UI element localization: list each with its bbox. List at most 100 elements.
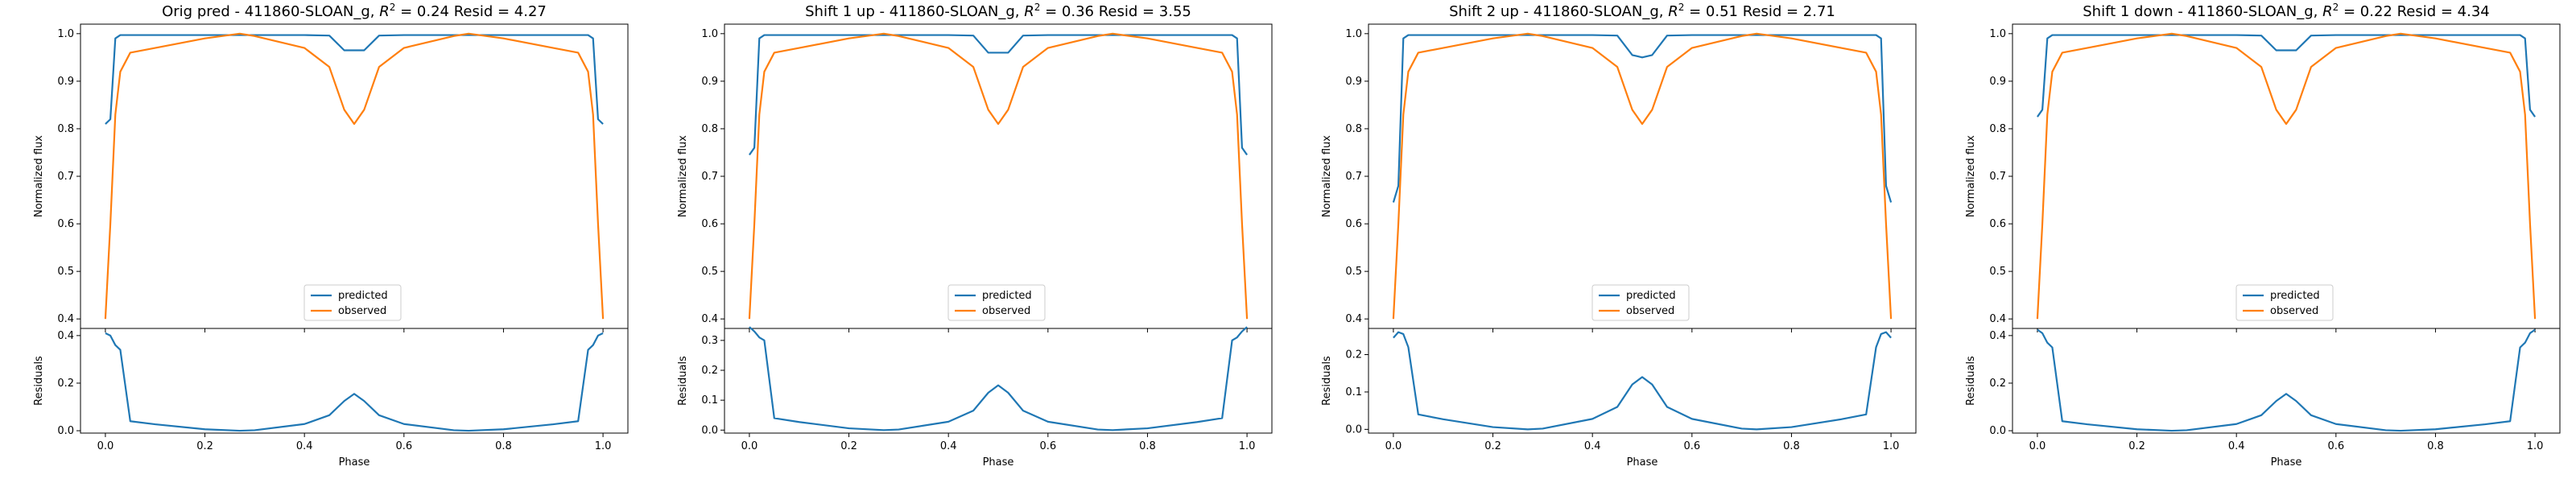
series-line-predicted xyxy=(749,34,1248,156)
flux-ytick-label: 0.4 xyxy=(1989,313,2006,325)
title-resid: Resid = 4.27 xyxy=(449,3,547,20)
chart-title: Orig pred - 411860-SLOAN_g, R2 = 0.24 Re… xyxy=(162,2,547,20)
residuals-xtick-label: 0.4 xyxy=(296,440,313,452)
legend-label-observed: observed xyxy=(982,305,1030,317)
flux-ytick-label: 0.8 xyxy=(701,123,718,135)
flux-ytick-label: 0.9 xyxy=(1345,76,1362,88)
legend: predicted observed xyxy=(1591,284,1690,321)
flux-ylabel: Normalized flux xyxy=(1321,135,1333,217)
series-line-observed xyxy=(104,32,605,320)
flux-ytick-label: 0.6 xyxy=(57,218,74,230)
flux-axes-frame xyxy=(80,23,629,329)
chart-title: Shift 2 up - 411860-SLOAN_g, R2 = 0.51 R… xyxy=(1449,2,1835,20)
chart-title: Shift 1 down - 411860-SLOAN_g, R2 = 0.22… xyxy=(2083,2,2490,20)
residuals-ytick-label: 0.0 xyxy=(57,425,74,437)
title-r2-symbol: R xyxy=(1024,3,1034,20)
residuals-xtick-label: 0.4 xyxy=(1584,440,1601,452)
residuals-xtick-label: 1.0 xyxy=(2527,440,2544,452)
residuals-xtick-label: 0.6 xyxy=(395,440,412,452)
residuals-xtick-label: 0.6 xyxy=(2327,440,2344,452)
legend-label-observed: observed xyxy=(338,305,386,317)
flux-ylabel: Normalized flux xyxy=(677,135,689,217)
title-prefix: Orig pred - 411860-SLOAN_g, xyxy=(162,3,379,20)
flux-ytick-label: 1.0 xyxy=(701,28,718,40)
title-r2-equals: = xyxy=(395,3,417,20)
title-resid: Resid = 4.34 xyxy=(2392,3,2490,20)
flux-ytick-label: 0.9 xyxy=(57,76,74,88)
residuals-axes-frame xyxy=(1368,328,1917,434)
residuals-xtick-label: 0.0 xyxy=(1385,440,1402,452)
residuals-xtick-label: 0.2 xyxy=(1484,440,1501,452)
residuals-axes: 0.0 0.2 0.4 0.0 0.2 0.4 0.6 0.8 1.0 Residuals Phas… xyxy=(33,328,629,469)
residuals-xtick-label: 1.0 xyxy=(1239,440,1256,452)
series-line-observed xyxy=(2036,32,2537,320)
legend-label-predicted: predicted xyxy=(338,290,388,302)
flux-ytick-label: 1.0 xyxy=(1345,28,1362,40)
title-r2-value: 0.22 xyxy=(2360,3,2392,20)
residuals-ytick-label: 0.0 xyxy=(1989,425,2006,437)
residuals-xtick-label: 0.8 xyxy=(2427,440,2444,452)
residuals-xlabel: Phase xyxy=(2271,456,2302,469)
residuals-axes: 0.0 0.1 0.2 0.0 0.2 0.4 0.6 0.8 1.0 Residuals Phas… xyxy=(1321,328,1917,469)
residuals-axes: 0.0 0.2 0.4 0.0 0.2 0.4 0.6 0.8 1.0 Residuals Phas… xyxy=(1965,328,2561,469)
residuals-xtick-label: 0.0 xyxy=(741,440,758,452)
flux-ytick-label: 0.8 xyxy=(1989,123,2006,135)
flux-ytick-label: 0.5 xyxy=(1345,266,1362,278)
residuals-axes: 0.0 0.1 0.2 0.3 0.0 0.2 0.4 0.6 0.8 1.0 Residuals P… xyxy=(677,326,1273,469)
residuals-xtick-label: 0.2 xyxy=(196,440,213,452)
legend-label-predicted: predicted xyxy=(2270,290,2320,302)
flux-axes: 0.4 0.5 0.6 0.7 0.8 0.9 1.0 Normalized flux pred… xyxy=(1321,23,1917,332)
title-prefix: Shift 2 up - 411860-SLOAN_g, xyxy=(1449,3,1668,20)
residuals-ytick-label: 0.0 xyxy=(1345,423,1362,436)
residuals-xtick-label: 0.6 xyxy=(1683,440,1700,452)
title-r2-superscript: 2 xyxy=(390,2,396,13)
residuals-ytick-label: 0.2 xyxy=(1989,378,2006,390)
title-r2-superscript: 2 xyxy=(1034,2,1041,13)
title-resid: Resid = 3.55 xyxy=(1094,3,1191,20)
residuals-xlabel: Phase xyxy=(339,456,370,469)
residuals-xtick-label: 0.0 xyxy=(2029,440,2046,452)
flux-ytick-label: 0.8 xyxy=(57,123,74,135)
flux-ytick-label: 0.6 xyxy=(1345,218,1362,230)
residuals-xtick-label: 1.0 xyxy=(1883,440,1900,452)
residuals-xtick-label: 0.6 xyxy=(1039,440,1056,452)
flux-ytick-label: 0.8 xyxy=(1345,123,1362,135)
legend-label-predicted: predicted xyxy=(1626,290,1676,302)
flux-ytick-label: 0.9 xyxy=(701,76,718,88)
flux-ytick-label: 0.7 xyxy=(1345,171,1362,183)
flux-ytick-label: 0.4 xyxy=(1345,313,1362,325)
flux-axes: 0.4 0.5 0.6 0.7 0.8 0.9 1.0 Normalized flux pred… xyxy=(33,23,629,332)
chart-panel-3: Shift 2 up - 411860-SLOAN_g, R2 = 0.51 R… xyxy=(1321,2,1917,469)
flux-ytick-label: 0.4 xyxy=(57,313,74,325)
flux-ytick-label: 0.7 xyxy=(57,171,74,183)
residuals-ylabel: Residuals xyxy=(677,356,689,406)
flux-ytick-label: 1.0 xyxy=(57,28,74,40)
series-line-observed xyxy=(748,32,1249,320)
residuals-xtick-label: 0.0 xyxy=(97,440,114,452)
residuals-line xyxy=(105,332,604,432)
flux-ytick-label: 1.0 xyxy=(1989,28,2006,40)
flux-ytick-label: 0.7 xyxy=(1989,171,2006,183)
legend: predicted observed xyxy=(947,284,1046,321)
title-r2-value: 0.24 xyxy=(417,3,449,20)
residuals-ylabel: Residuals xyxy=(33,356,45,406)
residuals-ytick-label: 0.1 xyxy=(1345,386,1362,398)
residuals-line xyxy=(1393,331,1892,431)
residuals-ytick-label: 0.0 xyxy=(701,424,718,436)
residuals-ytick-label: 0.4 xyxy=(57,330,74,342)
flux-axes-frame xyxy=(724,23,1273,329)
series-line-predicted xyxy=(1392,34,1893,203)
flux-axes-frame xyxy=(1368,23,1917,329)
panels-root: Orig pred - 411860-SLOAN_g, R2 = 0.24 Re… xyxy=(33,2,2561,469)
residuals-ylabel: Residuals xyxy=(1321,356,1333,406)
residuals-ytick-label: 0.3 xyxy=(701,335,718,347)
title-r2-equals: = xyxy=(2339,3,2360,20)
title-r2-symbol: R xyxy=(2322,3,2333,20)
residuals-ytick-label: 0.1 xyxy=(701,394,718,407)
title-prefix: Shift 1 up - 411860-SLOAN_g, xyxy=(805,3,1024,20)
title-prefix: Shift 1 down - 411860-SLOAN_g, xyxy=(2083,3,2322,20)
flux-ylabel: Normalized flux xyxy=(33,135,45,217)
flux-axes: 0.4 0.5 0.6 0.7 0.8 0.9 1.0 Normalized flux pred… xyxy=(677,23,1273,332)
title-r2-equals: = xyxy=(1040,3,1062,20)
residuals-axes-frame xyxy=(2012,328,2561,434)
